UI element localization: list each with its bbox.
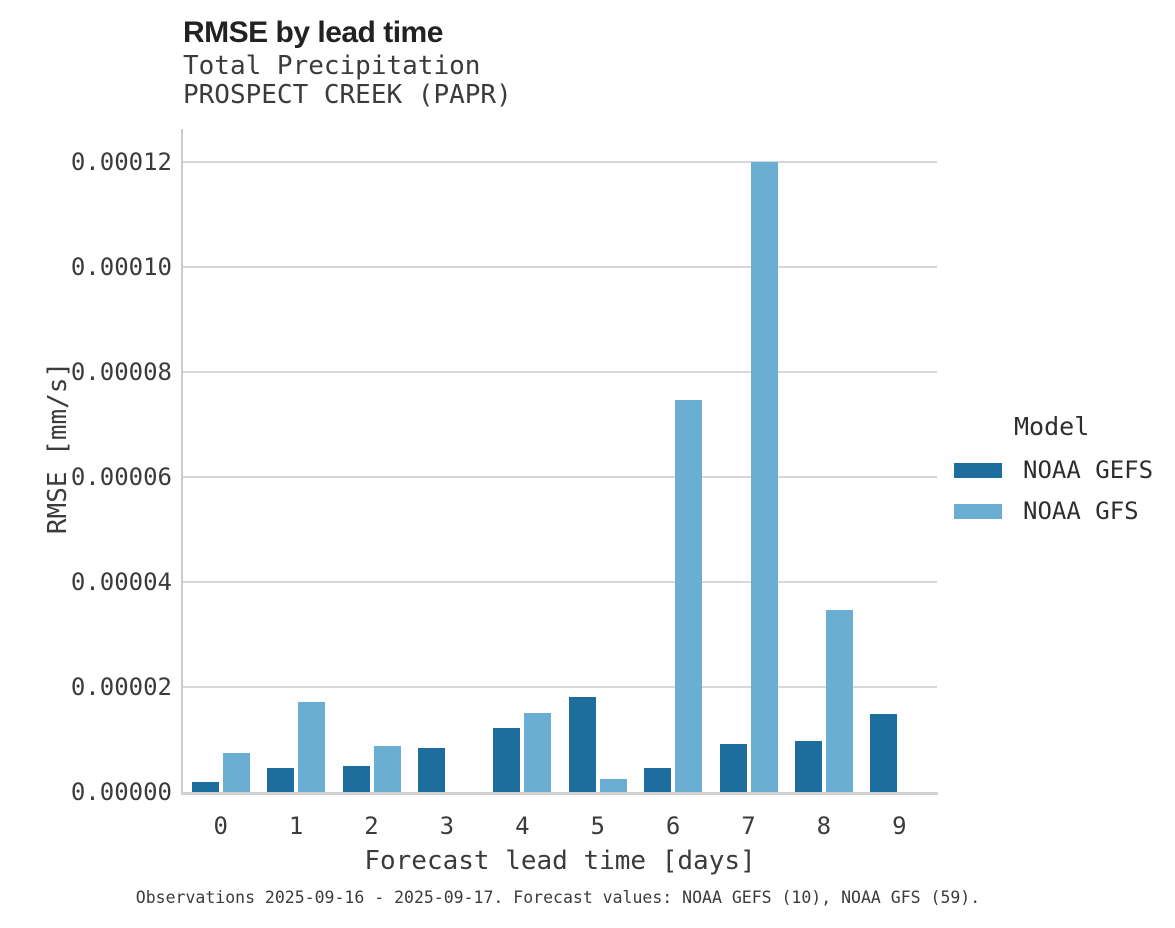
gridline (183, 370, 937, 373)
y-tick-label: 0.00000 (70, 778, 172, 806)
y-tick-label: 0.00008 (70, 357, 172, 386)
x-tick-label: 9 (892, 812, 907, 840)
x-axis-line (181, 792, 938, 795)
x-tick-label: 3 (439, 812, 455, 840)
x-tick-label: 4 (515, 812, 530, 840)
x-tick-label: 2 (364, 812, 379, 840)
y-tick-label: 0.00012 (70, 147, 172, 176)
x-tick-label: 0 (213, 812, 228, 840)
bar-noaa-gfs-6 (675, 399, 703, 792)
x-tick-label: 1 (288, 812, 304, 840)
bar-noaa-gefs-9 (870, 714, 898, 792)
bar-noaa-gefs-1 (267, 767, 295, 792)
gridline (183, 265, 937, 268)
bar-noaa-gefs-7 (719, 744, 747, 792)
legend-swatch-noaa-gefs (954, 462, 1002, 478)
gridline (183, 475, 937, 478)
y-tick-label: 0.00004 (70, 567, 172, 596)
x-axis-title: Forecast lead time [days] (364, 846, 756, 876)
bar-noaa-gfs-8 (825, 609, 853, 792)
bar-noaa-gefs-4 (493, 728, 521, 792)
legend-label-noaa-gefs: NOAA GEFS (1023, 456, 1154, 484)
gridline (183, 685, 937, 688)
legend-item-noaa-gfs: NOAA GFS (954, 497, 1175, 525)
bar-noaa-gfs-2 (373, 746, 401, 792)
legend: Model NOAA GEFS NOAA GFS (954, 412, 1175, 525)
bar-noaa-gfs-5 (599, 779, 627, 792)
x-tick-label: 8 (816, 812, 832, 840)
x-tick-label: 5 (590, 812, 605, 840)
y-tick-label: 0.00010 (70, 252, 172, 281)
x-tick-label: 6 (665, 812, 681, 840)
bar-noaa-gefs-0 (191, 781, 219, 792)
bar-noaa-gfs-0 (222, 753, 250, 792)
legend-item-noaa-gefs: NOAA GEFS (954, 456, 1175, 484)
bar-noaa-gefs-8 (794, 740, 822, 792)
gridline (183, 160, 937, 163)
chart-subtitle-variable: Total Precipitation (183, 51, 481, 81)
x-tick-label: 7 (741, 812, 756, 840)
bar-noaa-gefs-6 (644, 767, 672, 792)
bar-noaa-gfs-7 (750, 161, 778, 792)
legend-label-noaa-gfs: NOAA GFS (1023, 497, 1139, 525)
bar-noaa-gefs-2 (342, 766, 370, 792)
plot-area (183, 129, 937, 792)
gridline (183, 580, 937, 583)
caption: Observations 2025-09-16 - 2025-09-17. Fo… (135, 888, 981, 907)
bar-noaa-gefs-3 (417, 747, 445, 792)
legend-title: Model (1014, 412, 1090, 441)
bar-noaa-gfs-1 (298, 701, 326, 792)
legend-swatch-noaa-gfs (954, 503, 1002, 519)
bar-noaa-gefs-5 (568, 697, 596, 792)
bar-noaa-gfs-4 (524, 713, 552, 792)
y-tick-label: 0.00002 (70, 672, 172, 701)
y-tick-label: 0.00006 (70, 462, 172, 491)
chart-title: RMSE by lead time (183, 16, 443, 49)
y-axis-spine (181, 129, 183, 795)
chart-subtitle-station: PROSPECT CREEK (PAPR) (183, 80, 512, 110)
